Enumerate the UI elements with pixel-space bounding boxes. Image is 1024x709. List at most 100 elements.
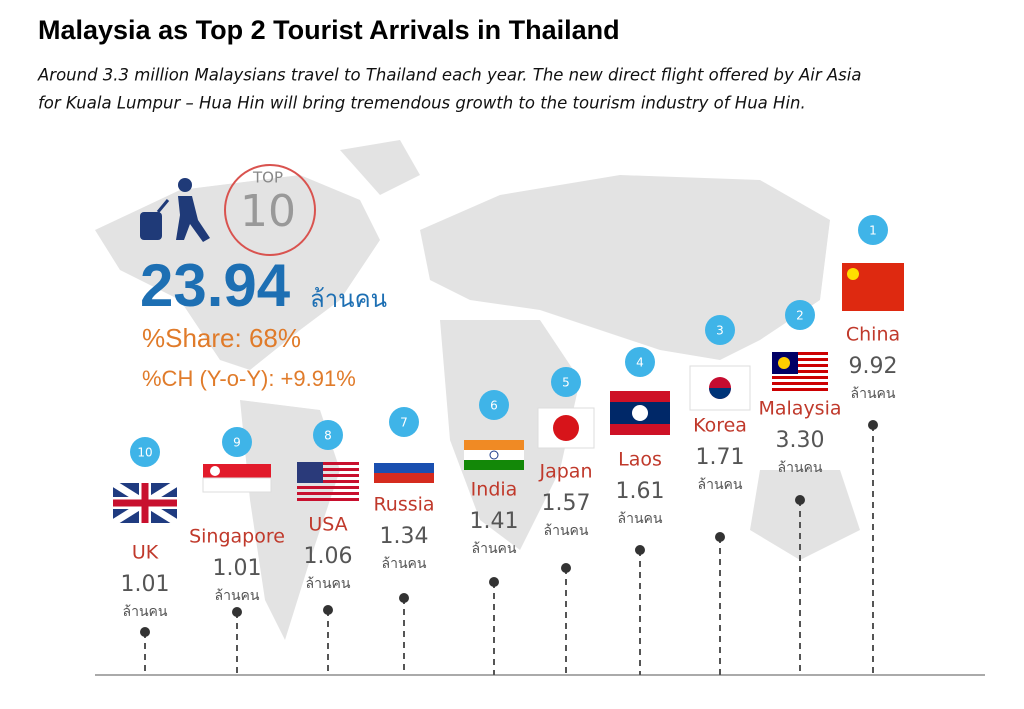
flag (297, 462, 359, 465)
top-label: TOP (252, 169, 283, 187)
country-unit: ล้านคน (472, 541, 517, 557)
flag (709, 388, 731, 399)
country: 6 India 1.41 ล้านคน (464, 390, 524, 675)
country: 2 Malaysia 3.30 ล้านคน (758, 300, 842, 675)
country-unit: ล้านคน (123, 604, 168, 620)
flag (210, 466, 220, 476)
flag (297, 474, 359, 477)
flag (772, 370, 828, 373)
rank-badge (130, 437, 160, 467)
country-name: USA (308, 514, 347, 536)
flag (464, 460, 524, 470)
change: %CH (Y-o-Y): +9.91% (142, 366, 356, 391)
flag (464, 440, 524, 450)
share: %Share: 68% (142, 323, 301, 353)
country-unit: ล้านคน (382, 556, 427, 572)
leader-dot (323, 605, 333, 615)
top-number: 10 (240, 186, 296, 237)
leader-dot (715, 532, 725, 542)
country-value: 1.34 (380, 524, 429, 549)
flag (374, 463, 434, 473)
leader-dot (561, 563, 571, 573)
flag (297, 486, 359, 489)
country: 7 Russia 1.34 ล้านคน (373, 407, 435, 675)
country: 1 China 9.92 ล้านคน (842, 215, 904, 675)
world-map (95, 140, 860, 640)
flag (202, 477, 272, 493)
flag (772, 388, 828, 391)
country-value: 1.01 (121, 572, 170, 597)
rank: 1 (869, 224, 877, 238)
country-name: Singapore (189, 526, 285, 548)
leader-dot (399, 593, 409, 603)
country-value: 1.61 (616, 479, 665, 504)
flag (297, 480, 359, 483)
rank-badge (858, 215, 888, 245)
leader-dot (232, 607, 242, 617)
rank: 5 (562, 376, 570, 390)
flag (374, 473, 434, 483)
flag (297, 462, 323, 483)
rank: 6 (490, 399, 498, 413)
subtitle: Around 3.3 million Malaysians travel to … (37, 66, 861, 85)
country-name: Laos (618, 449, 662, 471)
traveler-icon (140, 178, 210, 242)
country: 3 Korea 1.71 ล้านคน (689, 315, 751, 675)
rank-badge (479, 390, 509, 420)
flag (113, 483, 177, 523)
flag (772, 376, 828, 379)
country-unit: ล้านคน (215, 588, 260, 604)
rank: 2 (796, 309, 804, 323)
rank: 9 (233, 436, 241, 450)
country-value: 1.06 (304, 544, 353, 569)
country-name: China (846, 324, 900, 346)
flag (489, 450, 499, 460)
rank-badge (389, 407, 419, 437)
subtitle: for Kuala Lumpur – Hua Hin will bring tr… (38, 94, 806, 113)
country: 8 USA 1.06 ล้านคน (297, 420, 359, 675)
flag (772, 364, 828, 367)
leader-dot (489, 577, 499, 587)
flag (632, 405, 648, 421)
rank: 4 (636, 356, 644, 370)
country: 4 Laos 1.61 ล้านคน (610, 347, 670, 675)
country-name: Malaysia (758, 398, 841, 420)
flag (464, 450, 524, 460)
flag (772, 358, 828, 361)
rank-badge (785, 300, 815, 330)
country-unit: ล้านคน (698, 477, 743, 493)
flag (297, 498, 359, 501)
country-value: 1.71 (696, 445, 745, 470)
country-value: 9.92 (849, 354, 898, 379)
rank-badge (625, 347, 655, 377)
leader-dot (795, 495, 805, 505)
flag (847, 268, 859, 280)
rank-badge (551, 367, 581, 397)
country-value: 1.01 (213, 556, 262, 581)
top-ring (224, 164, 316, 256)
rank: 10 (137, 446, 152, 460)
country-unit: ล้านคน (851, 386, 896, 402)
rank: 8 (324, 429, 332, 443)
flag (203, 464, 271, 478)
rank-badge (313, 420, 343, 450)
country-unit: ล้านคน (306, 576, 351, 592)
country: 10 UK 1.01 ล้านคน (111, 437, 179, 675)
country-value: 1.41 (470, 509, 519, 534)
country-value: 1.57 (542, 491, 591, 516)
rank: 7 (400, 416, 408, 430)
country-unit: ล้านคน (544, 523, 589, 539)
flag (772, 352, 828, 355)
country-unit: ล้านคน (618, 511, 663, 527)
flag (778, 357, 790, 369)
rank: 3 (716, 324, 724, 338)
flag (553, 415, 579, 441)
country-unit: ล้านคน (778, 460, 823, 476)
country: 9 Singapore 1.01 ล้านคน (189, 427, 285, 675)
flag (374, 453, 434, 463)
total: 23.94 (140, 252, 291, 319)
country-name: UK (132, 542, 159, 564)
flag (297, 468, 359, 471)
